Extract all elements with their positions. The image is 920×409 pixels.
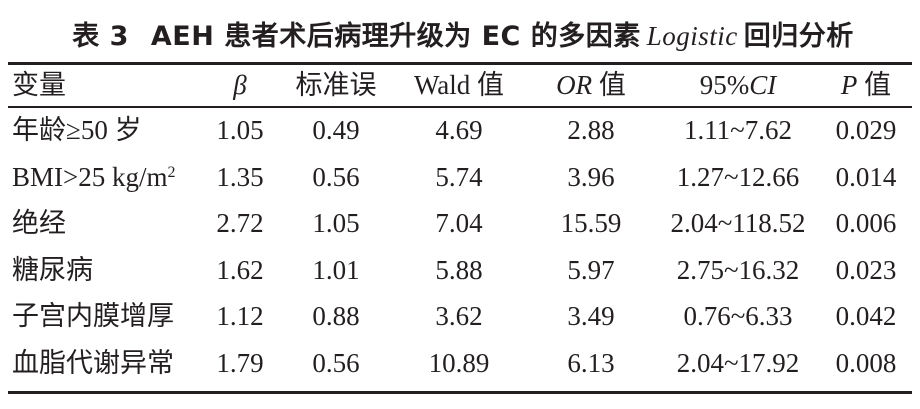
cell-se: 1.05: [312, 208, 360, 238]
regression-table: 变量 β 标准误 Wald 值 OR 值 95%CI P 值 年龄≥50 岁 1…: [8, 64, 912, 386]
bottom-rule: [8, 391, 912, 394]
cell-p: 0.042: [835, 301, 897, 331]
cell-beta: 1.35: [216, 161, 264, 192]
cell-beta: 2.72: [216, 208, 264, 238]
cell-beta: 1.05: [216, 115, 264, 145]
cell-p: 0.008: [835, 347, 897, 378]
cell-variable: BMI>25 kg/m2: [8, 154, 200, 201]
header-or-symbol: OR: [556, 70, 593, 100]
header-row: 变量 β 标准误 Wald 值 OR 值 95%CI P 值: [8, 64, 912, 107]
cell-variable: 年龄≥50 岁: [12, 115, 142, 145]
cell-p: 0.006: [835, 208, 897, 238]
cell-variable: 绝经: [12, 208, 66, 238]
table-caption: 表 3 AEH 患者术后病理升级为 EC 的多因素 Logistic 回归分析: [0, 18, 920, 55]
table-row: 年龄≥50 岁 1.05 0.49 4.69 2.88 1.11~7.62 0.…: [8, 107, 912, 154]
cell-wald: 3.62: [435, 301, 483, 331]
cell-or: 15.59: [560, 208, 622, 238]
table-row: 血脂代谢异常 1.79 0.56 10.89 6.13 2.04~17.92 0…: [8, 340, 912, 387]
caption-label: 表 3: [72, 21, 129, 52]
caption-text: AEH 患者术后病理升级为 EC 的多因素: [150, 21, 641, 52]
cell-ci: 2.04~17.92: [676, 347, 800, 378]
cell-or: 5.97: [567, 254, 615, 285]
header-or: OR 值: [526, 64, 656, 107]
cell-ci: 1.27~12.66: [676, 161, 800, 192]
cell-ci: 0.76~6.33: [683, 301, 793, 331]
cell-wald: 5.74: [435, 161, 483, 192]
header-p: P 值: [820, 64, 912, 107]
cell-se: 0.88: [312, 301, 360, 331]
cell-wald: 7.04: [435, 208, 483, 238]
cell-variable-text: BMI>25 kg/m: [12, 161, 168, 192]
table-row: 绝经 2.72 1.05 7.04 15.59 2.04~118.52 0.00…: [8, 200, 912, 247]
header-or-suffix: 值: [592, 70, 626, 100]
header-beta: β: [233, 70, 247, 100]
cell-wald: 10.89: [428, 347, 490, 378]
header-ci: 95%CI: [656, 64, 820, 107]
header-variable: 变量: [12, 70, 66, 100]
cell-variable-superscript: 2: [167, 163, 176, 181]
cell-or: 6.13: [567, 347, 615, 378]
cell-or: 3.49: [567, 301, 615, 331]
cell-or: 3.96: [567, 161, 615, 192]
cell-variable: 子宫内膜增厚: [12, 301, 174, 331]
caption-logistic: Logistic: [646, 21, 738, 51]
table-row: BMI>25 kg/m2 1.35 0.56 5.74 3.96 1.27~12…: [8, 154, 912, 201]
table-header: 变量 β 标准误 Wald 值 OR 值 95%CI P 值: [8, 64, 912, 107]
header-ci-prefix: 95%: [699, 70, 750, 100]
cell-se: 0.56: [312, 347, 360, 378]
caption-text-end: 回归分析: [743, 21, 854, 52]
cell-wald: 4.69: [435, 115, 483, 145]
cell-ci: 2.75~16.32: [676, 254, 800, 285]
cell-p: 0.014: [835, 161, 897, 192]
cell-variable: 糖尿病: [12, 254, 93, 285]
cell-beta: 1.12: [216, 301, 264, 331]
header-p-suffix: 值: [857, 70, 892, 100]
header-wald: Wald 值: [413, 70, 505, 100]
top-rule: [8, 62, 912, 65]
cell-se: 1.01: [312, 254, 360, 285]
header-ci-symbol: CI: [749, 70, 777, 100]
cell-se: 0.56: [312, 161, 360, 192]
cell-wald: 5.88: [435, 254, 483, 285]
cell-variable: 血脂代谢异常: [12, 347, 174, 378]
cell-ci: 1.11~7.62: [683, 115, 793, 145]
cell-beta: 1.62: [216, 254, 264, 285]
header-se: 标准误: [295, 70, 377, 100]
table-body: 年龄≥50 岁 1.05 0.49 4.69 2.88 1.11~7.62 0.…: [8, 107, 912, 386]
table-row: 子宫内膜增厚 1.12 0.88 3.62 3.49 0.76~6.33 0.0…: [8, 293, 912, 340]
cell-p: 0.029: [835, 115, 897, 145]
header-rule: [8, 106, 912, 108]
cell-se: 0.49: [312, 115, 360, 145]
header-p-symbol: P: [840, 70, 858, 100]
cell-ci: 2.04~118.52: [670, 208, 806, 238]
table-row: 糖尿病 1.62 1.01 5.88 5.97 2.75~16.32 0.023: [8, 247, 912, 294]
cell-beta: 1.79: [216, 347, 264, 378]
cell-or: 2.88: [567, 115, 615, 145]
cell-p: 0.023: [835, 254, 897, 285]
